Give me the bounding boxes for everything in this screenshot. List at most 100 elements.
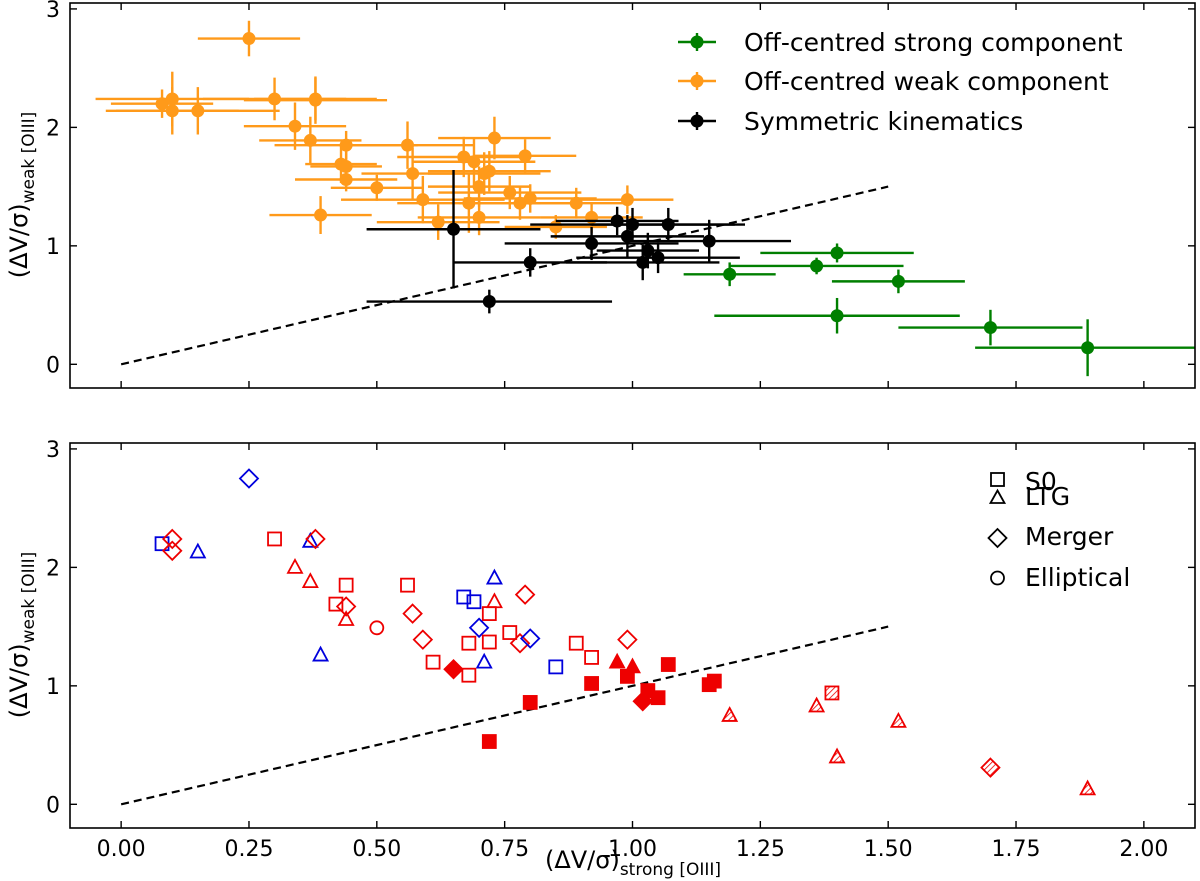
bottom-xtick-label: 1.25 bbox=[736, 837, 785, 862]
data-point bbox=[513, 196, 527, 210]
square-marker-filled bbox=[650, 690, 666, 706]
errorbar-point-off-centred-strong-component bbox=[729, 257, 904, 275]
bottom-ylabel-sub: weak [OIII] bbox=[19, 552, 39, 644]
errorbar-point-off-centred-weak-component bbox=[116, 87, 280, 135]
bottom-xtick-label: 0.00 bbox=[97, 837, 146, 862]
errorbar-point-symmetric-kinematics bbox=[366, 170, 541, 289]
bottom-ytick-label: 0 bbox=[46, 793, 60, 818]
data-point bbox=[191, 104, 205, 118]
triangle-marker-hatched bbox=[721, 706, 739, 722]
data-point bbox=[830, 246, 844, 260]
legend-square-icon bbox=[990, 472, 1005, 487]
legend-symmetric-label: Symmetric kinematics bbox=[744, 107, 1023, 136]
data-point bbox=[339, 159, 353, 173]
errorbar-point-off-centred-weak-component bbox=[330, 174, 423, 201]
bottom-ytick-label: 3 bbox=[46, 438, 60, 463]
bottom-xtick-label: 1.00 bbox=[608, 837, 657, 862]
legend-elliptical-label: Elliptical bbox=[1025, 563, 1130, 592]
data-point bbox=[641, 244, 655, 258]
data-point bbox=[810, 259, 824, 273]
errorbar-point-off-centred-weak-component bbox=[438, 116, 551, 160]
diamond-marker-open bbox=[514, 584, 536, 605]
square-marker-open bbox=[338, 577, 354, 593]
bottom-xtick-label: 0.50 bbox=[352, 837, 401, 862]
square-marker-filled bbox=[660, 657, 676, 672]
data-point bbox=[472, 180, 486, 194]
square-marker-open bbox=[328, 596, 344, 612]
errorbar-point-off-centred-weak-component bbox=[269, 196, 372, 234]
square-marker-open bbox=[481, 606, 497, 621]
square-marker-open bbox=[481, 634, 497, 650]
errorbar-point-off-centred-weak-component bbox=[581, 185, 674, 214]
errorbar-point-off-centred-strong-component bbox=[683, 262, 776, 287]
triangle-marker-hatched bbox=[808, 696, 826, 713]
diamond-marker-open bbox=[402, 603, 423, 624]
triangle-marker-open bbox=[485, 592, 503, 609]
legend-entry-strong: Off-centred strong component bbox=[678, 28, 1123, 57]
square-marker-open bbox=[461, 667, 477, 683]
bottom-xtick-label: 1.50 bbox=[864, 837, 913, 862]
bottom-xlabel-main: (ΔV/σ) bbox=[545, 846, 620, 874]
diamond-marker-open bbox=[509, 632, 531, 654]
diamond-marker-filled bbox=[443, 658, 464, 680]
square-marker-open bbox=[548, 659, 564, 675]
legend-merger-label: Merger bbox=[1025, 522, 1114, 551]
square-marker-open bbox=[568, 635, 584, 651]
triangle-marker-hatched bbox=[828, 747, 846, 764]
errorbar-point-off-centred-weak-component bbox=[427, 152, 541, 195]
errorbar-point-symmetric-kinematics bbox=[591, 207, 745, 242]
data-point bbox=[549, 220, 563, 234]
bottom-xtick-label: 0.25 bbox=[224, 837, 273, 862]
errorbar-point-off-centred-weak-component bbox=[197, 20, 301, 57]
errorbar-point-off-centred-strong-component bbox=[898, 309, 1083, 346]
square-marker-open bbox=[461, 635, 477, 651]
errorbar-point-off-centred-strong-component bbox=[760, 243, 914, 263]
data-point bbox=[830, 309, 844, 323]
bottom-xlabel-sub: strong [OIII] bbox=[620, 860, 721, 880]
errorbar-point-symmetric-kinematics bbox=[504, 226, 679, 261]
bottom-reference-line bbox=[120, 625, 889, 806]
errorbar-point-off-centred-weak-component bbox=[243, 102, 347, 150]
errorbar-point-off-centred-weak-component bbox=[525, 187, 628, 219]
bottom-xtick-label: 2.00 bbox=[1119, 837, 1168, 862]
data-point bbox=[467, 155, 481, 169]
bottom-ytick-label: 1 bbox=[46, 675, 60, 700]
data-point bbox=[620, 193, 634, 207]
diamond-marker-open bbox=[519, 628, 541, 649]
legend-ltg-label: LTG bbox=[1025, 482, 1070, 511]
triangle-marker-open bbox=[485, 568, 503, 585]
data-point bbox=[155, 97, 169, 111]
legend-s0-label: S0 bbox=[1025, 467, 1057, 496]
legend-circle-icon bbox=[990, 570, 1005, 586]
data-point bbox=[487, 131, 501, 145]
data-point bbox=[472, 210, 486, 224]
triangle-marker-open bbox=[475, 652, 493, 669]
data-point bbox=[523, 191, 537, 205]
diamond-marker-open bbox=[617, 629, 638, 650]
top-panel: 0 1 2 3 (ΔV/σ)weak [OIII] Off-centred stron… bbox=[5, 0, 1196, 389]
square-marker-open bbox=[267, 531, 282, 547]
triangle-marker-open bbox=[189, 542, 207, 559]
triangle-marker-hatched bbox=[889, 711, 907, 728]
errorbar-point-off-centred-weak-component bbox=[473, 139, 577, 173]
data-point bbox=[339, 173, 353, 187]
top-reference-line bbox=[120, 185, 889, 366]
data-point bbox=[523, 255, 537, 269]
data-point bbox=[585, 236, 599, 250]
data-point bbox=[457, 150, 471, 164]
legend-entry-s0: S0 bbox=[990, 467, 1057, 496]
bottom-ticks: 0.00 0.25 0.50 0.75 1.00 1.25 1.50 1.75 2.00 0 1 2 3 bbox=[46, 438, 1195, 862]
data-point bbox=[288, 119, 302, 133]
triangle-marker-filled bbox=[608, 652, 626, 669]
diamond-marker-open bbox=[161, 528, 183, 550]
triangle-marker-hatched bbox=[1079, 779, 1097, 796]
top-ytick-label: 0 bbox=[46, 353, 60, 378]
top-axes-frame bbox=[69, 2, 1196, 389]
top-ylabel-main: (ΔV/σ) bbox=[5, 203, 33, 278]
data-point bbox=[447, 222, 461, 236]
bottom-xtick-label: 0.75 bbox=[480, 837, 529, 862]
errorbar-point-symmetric-kinematics bbox=[627, 219, 792, 263]
legend-strong-label: Off-centred strong component bbox=[744, 28, 1123, 57]
errorbar-point-symmetric-kinematics bbox=[576, 242, 740, 274]
